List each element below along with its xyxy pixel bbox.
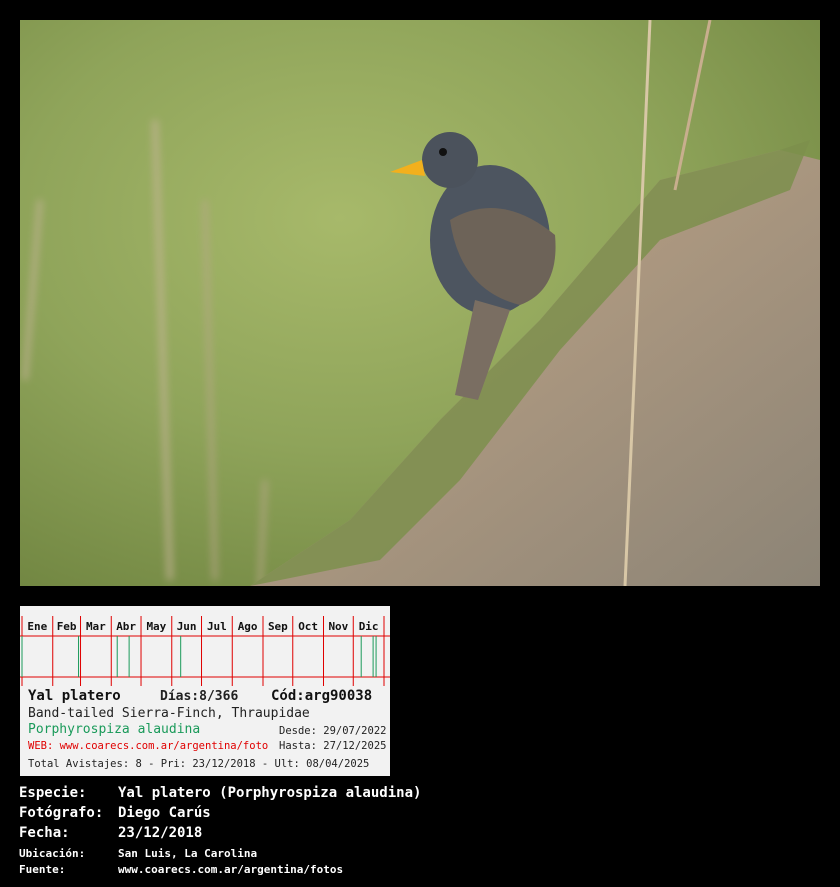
species-card: Ene Feb Mar Abr May Jun Jul Ago Sep Oct Nov Dic Yal… — [20, 606, 390, 776]
fecha-label: Fecha: — [19, 825, 70, 841]
fecha-value: 23/12/2018 — [118, 825, 203, 841]
hasta-date: Hasta: 27/12/2025 — [279, 740, 387, 752]
fuente-label: Fuente: — [19, 863, 66, 876]
month-label: Jul — [207, 620, 227, 633]
sightings-total: Total Avistajes: 8 - Pri: 23/12/2018 - U… — [28, 758, 370, 770]
fotografo-label: Fotógrafo: — [19, 805, 104, 821]
month-label: Feb — [57, 620, 77, 633]
month-label: Oct — [298, 620, 318, 633]
bird-photo — [20, 20, 820, 586]
especie-label: Especie: — [19, 785, 87, 801]
month-label: Mar — [86, 620, 106, 633]
sightings-calendar: Ene Feb Mar Abr May Jun Jul Ago Sep Oct Nov Dic — [20, 616, 390, 686]
month-label: May — [146, 620, 166, 633]
common-name: Yal platero — [28, 688, 121, 704]
days-count: Días:8/366 — [160, 689, 239, 704]
month-label: Sep — [268, 620, 288, 633]
fotografo-value: Diego Carús — [118, 805, 211, 821]
fuente-link[interactable]: www.coarecs.com.ar/argentina/fotos — [118, 863, 344, 876]
species-code: Cód:arg90038 — [271, 688, 373, 704]
month-label: Nov — [328, 620, 348, 633]
month-label: Dic — [359, 620, 379, 633]
especie-value: Yal platero (Porphyrospiza alaudina) — [118, 785, 422, 801]
ubicacion-label: Ubicación: — [19, 847, 86, 860]
month-label: Jun — [177, 620, 197, 633]
english-name: Band-tailed Sierra-Finch, Thraupidae — [28, 706, 310, 721]
bird — [390, 132, 556, 400]
month-label: Abr — [116, 620, 136, 633]
desde-date: Desde: 29/07/2022 — [279, 725, 387, 737]
ubicacion-value: San Luis, La Carolina — [118, 847, 258, 860]
scientific-name: Porphyrospiza alaudina — [28, 722, 201, 737]
web-link[interactable]: WEB: www.coarecs.com.ar/argentina/foto — [28, 740, 269, 752]
month-label: Ago — [238, 620, 258, 633]
month-label: Ene — [27, 620, 47, 633]
